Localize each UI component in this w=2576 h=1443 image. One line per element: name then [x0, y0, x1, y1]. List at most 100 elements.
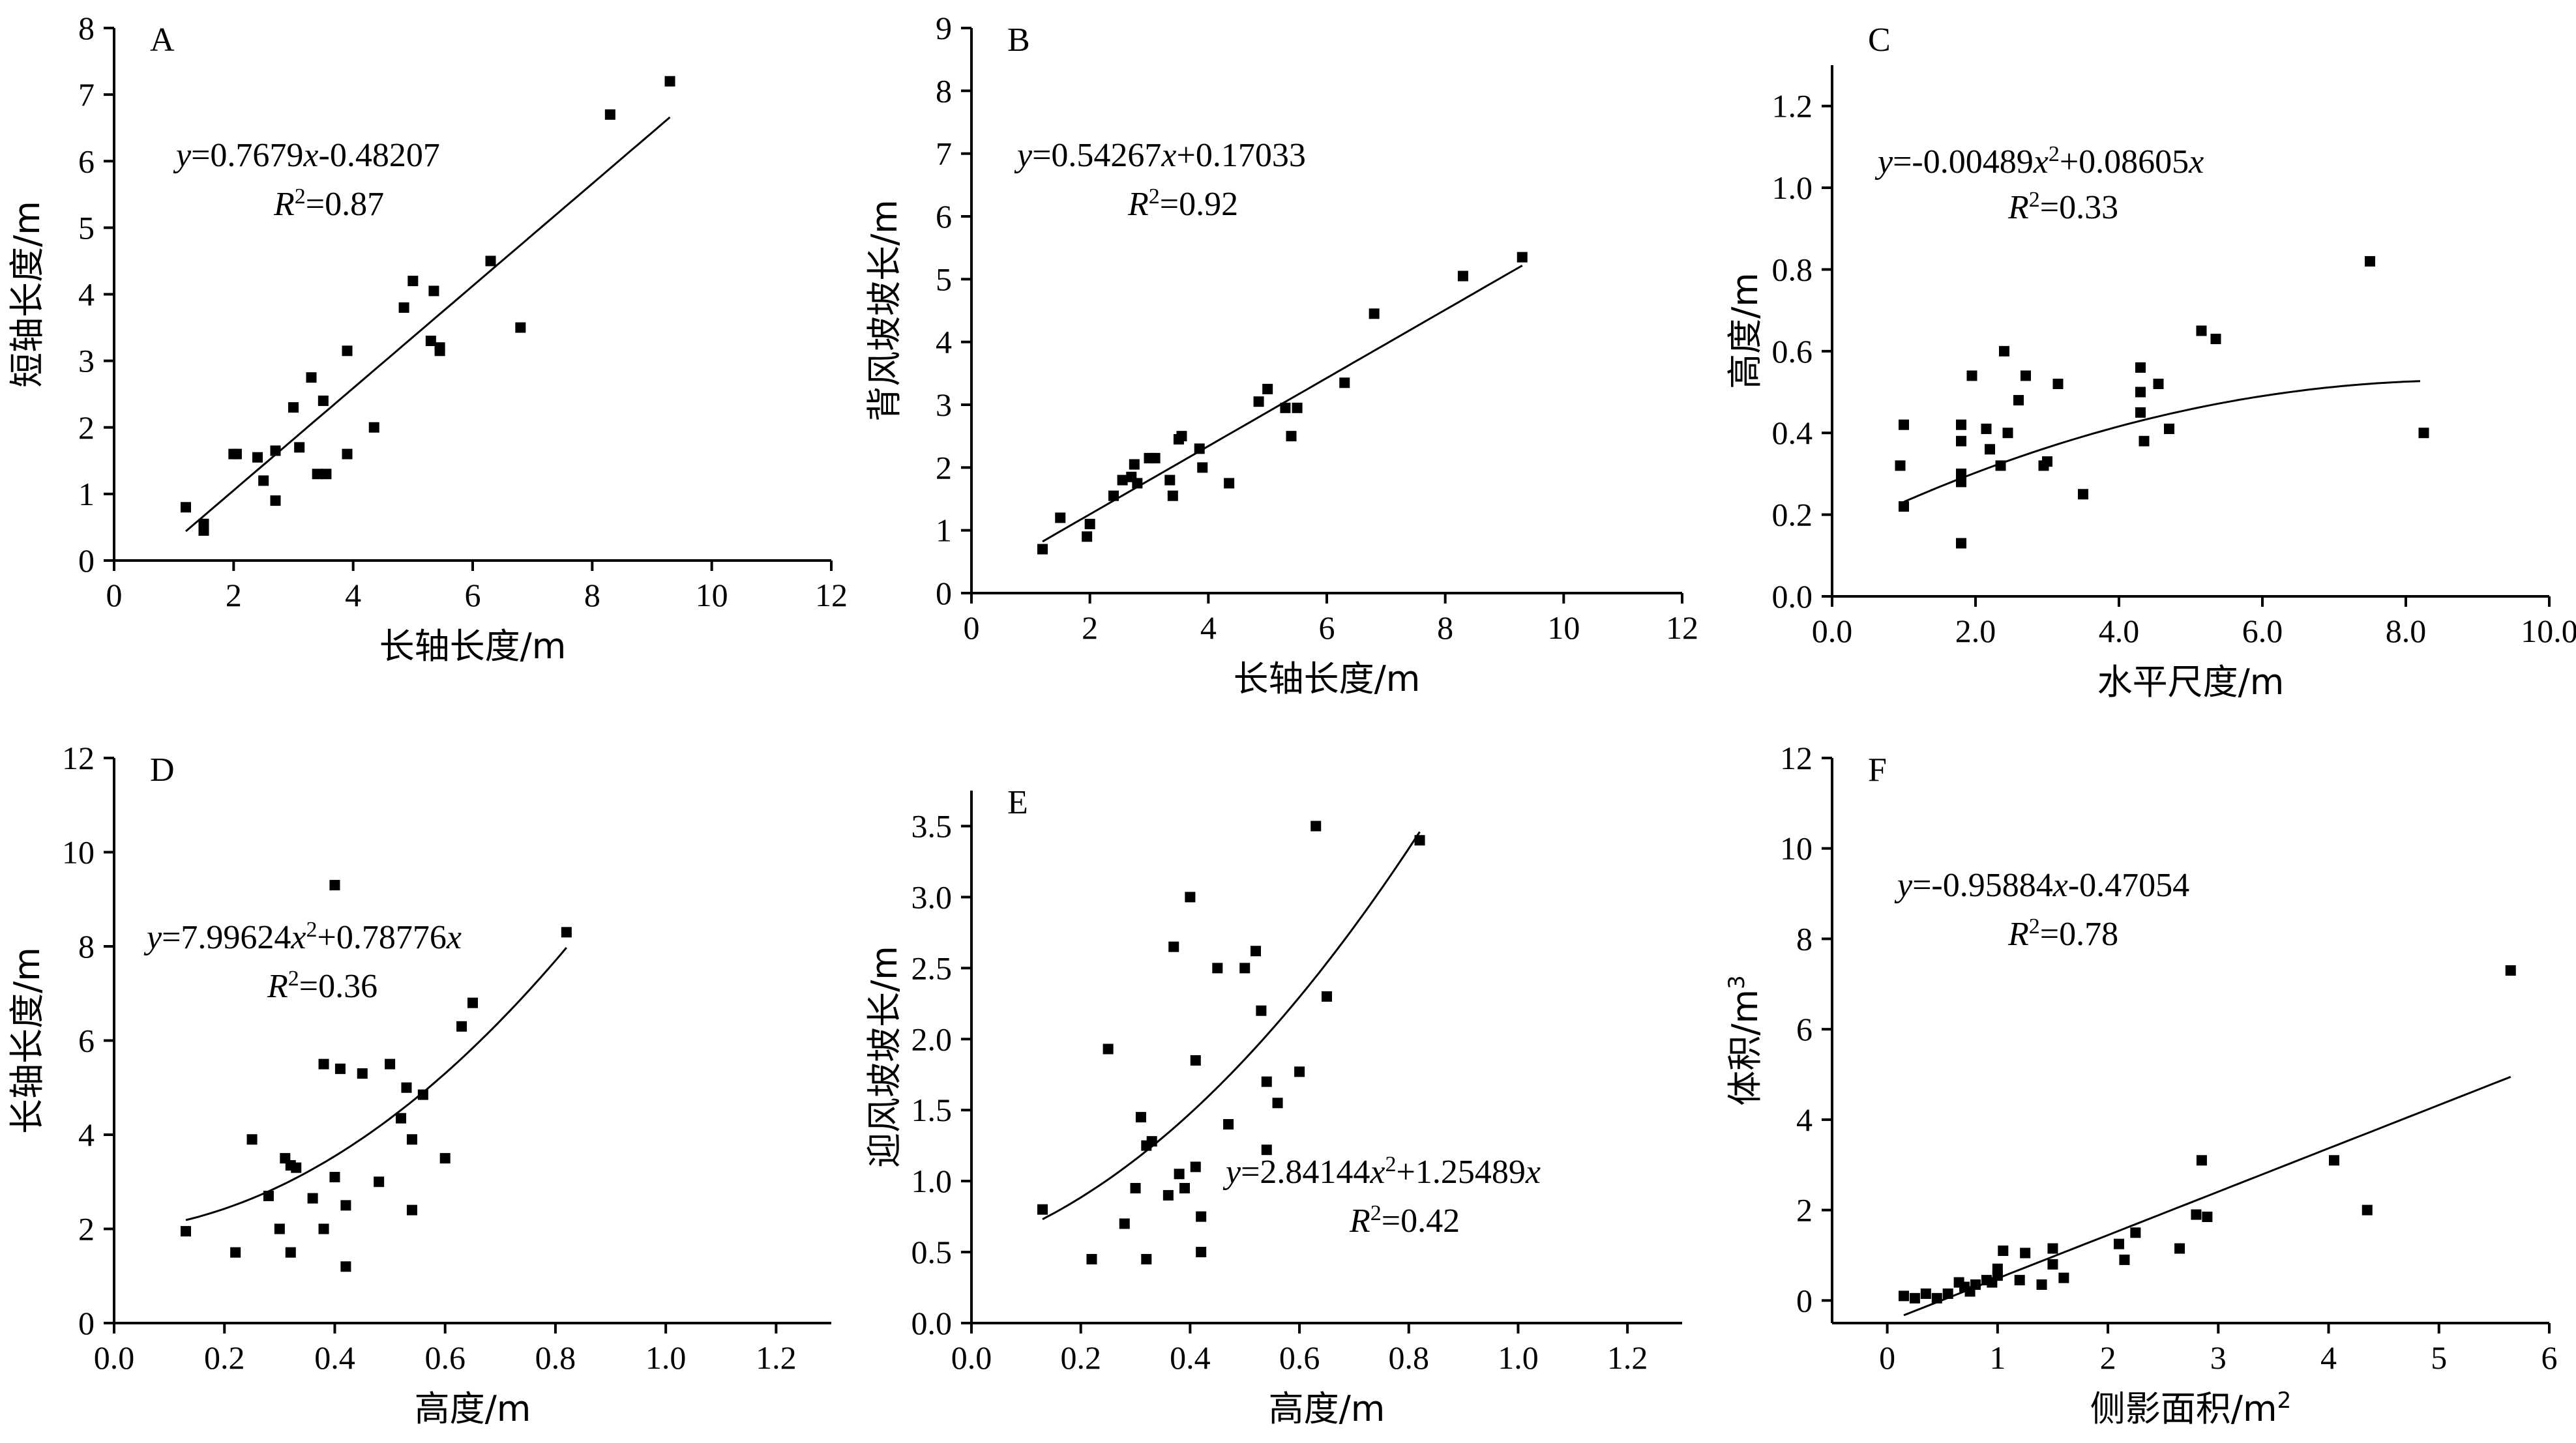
data-point — [515, 322, 526, 333]
equation-x-var: x — [1369, 1154, 1385, 1191]
r-squared-symbol: R — [2007, 189, 2029, 226]
x-tick-label: 4 — [1200, 609, 1217, 646]
y-tick-label: 10 — [62, 834, 95, 871]
data-point — [406, 1204, 417, 1216]
fit-line — [1042, 831, 1421, 1221]
x-tick-label: 0 — [964, 609, 980, 646]
r-squared: R2=0.78 — [2007, 914, 2118, 954]
data-point — [2191, 1209, 2202, 1220]
data-point — [1414, 835, 1425, 846]
data-point — [1141, 1253, 1152, 1264]
y-tick-label: 7 — [78, 76, 95, 113]
x-tick-label: 4 — [2320, 1339, 2337, 1376]
equation-term: -0.48207 — [319, 137, 440, 174]
data-point — [1167, 490, 1178, 501]
panel-F: 0 1 2 3 4 5 6024681012侧影面积/m2体积/m3Fy=-0.95884x… — [1724, 740, 2558, 1429]
y-tick-label: 5 — [78, 209, 95, 246]
data-point — [307, 1193, 318, 1204]
y-tick-label: 6 — [78, 143, 95, 179]
data-point — [407, 276, 419, 287]
equation-x-var: x — [1161, 137, 1176, 174]
fit-line — [1903, 1075, 2511, 1317]
equation-x-var: x — [2033, 143, 2049, 181]
data-point — [1292, 402, 1303, 413]
data-point — [1310, 821, 1322, 832]
data-point — [1895, 460, 1906, 471]
equation-x-var: x — [1525, 1154, 1541, 1191]
data-point — [2135, 407, 2146, 418]
data-point — [181, 1226, 191, 1237]
r-squared: R2=0.36 — [267, 967, 378, 1006]
equation-y-var: y — [1222, 1154, 1241, 1191]
panel-E: 0.0 0.2 0.4 0.6 0.8 1.0 1.2 0.0 0.5 1.0 1.5 2.0 2.5 3… — [864, 784, 1682, 1429]
data-point — [406, 1134, 417, 1145]
data-point — [1956, 419, 1966, 430]
equation-term: +0.78776 — [318, 919, 447, 956]
y-tick-label: 0 — [936, 575, 952, 611]
equation-x-var: x — [290, 919, 306, 956]
y-axis-title: 迎风坡坡长/m — [864, 946, 905, 1168]
y-tick-label: 0.0 — [911, 1305, 953, 1341]
data-point — [2078, 489, 2088, 500]
y-tick-label: 8 — [78, 928, 95, 965]
y-tick-label: 7 — [936, 136, 952, 172]
data-point — [2164, 423, 2174, 434]
y-tick-label: 3.5 — [911, 808, 953, 844]
r-squared-exponent: 2 — [2029, 188, 2040, 212]
equation-term: -0.47054 — [2068, 867, 2189, 904]
x-axis-title: 高度/m — [1269, 1388, 1385, 1429]
data-point — [398, 302, 409, 313]
data-point — [374, 1176, 385, 1188]
x-tick-label: 2 — [1082, 609, 1098, 646]
equation-exponent: 2 — [306, 918, 318, 942]
regression-equation: y=0.7679x-0.48207 — [173, 137, 440, 174]
data-point — [340, 1261, 351, 1272]
y-tick-label: 8 — [78, 10, 95, 46]
equation-term: +0.17033 — [1177, 137, 1306, 174]
data-point — [1931, 1292, 1942, 1304]
r-squared-value: =0.87 — [306, 186, 384, 223]
x-tick-label: 12 — [815, 577, 848, 613]
y-axis-title: 短轴长度/m — [7, 201, 48, 388]
data-point — [1086, 1253, 1097, 1264]
regression-equation: y=-0.95884x-0.47054 — [1894, 867, 2189, 904]
x-tick-label: 10 — [696, 577, 728, 613]
data-point — [342, 448, 353, 459]
data-point — [2047, 1243, 2058, 1254]
r-squared-value: =0.33 — [2040, 189, 2118, 226]
r-squared-value: =0.78 — [2040, 916, 2118, 953]
y-tick-label: 2 — [78, 1211, 95, 1247]
r-squared: R2=0.87 — [273, 184, 384, 224]
data-point — [1251, 946, 1261, 957]
x-tick-label: 4 — [345, 577, 361, 613]
panel-B: 0 2 4 6 8 10 120123456789长轴长度/m背风坡坡长/mBy=0.542… — [864, 10, 1698, 699]
data-point — [246, 1134, 258, 1145]
x-axis-title-text: 水平尺度/m — [2097, 662, 2285, 703]
data-point — [2013, 395, 2024, 406]
equation-exponent: 2 — [2049, 142, 2060, 166]
y-axis-title-text: 短轴长度/m — [7, 201, 48, 388]
data-point — [1261, 1076, 1272, 1087]
x-axis-title-text: 长轴长度/m — [1234, 658, 1421, 699]
equation-coefficient: =2.84144 — [1241, 1154, 1370, 1191]
data-point — [334, 1063, 346, 1074]
data-point — [2135, 386, 2146, 398]
data-point — [1130, 1183, 1141, 1194]
y-tick-label: 2 — [78, 409, 95, 446]
equation-y-var: y — [1894, 867, 1913, 904]
data-point — [1162, 1189, 1174, 1201]
data-point — [2021, 370, 2031, 381]
y-tick-label: 4 — [1796, 1101, 1813, 1138]
data-point — [1899, 501, 1909, 512]
y-tick-label: 1.5 — [911, 1092, 953, 1128]
data-point — [1117, 474, 1128, 486]
r-squared-value: =0.42 — [1382, 1202, 1460, 1240]
data-point — [1055, 512, 1066, 523]
data-point — [1261, 1144, 1272, 1156]
x-tick-label: 1.2 — [1607, 1339, 1648, 1376]
data-point — [321, 469, 332, 480]
regression-equation: y=0.54267x+0.17033 — [1014, 137, 1306, 174]
data-point — [340, 1200, 351, 1211]
x-tick-label: 8.0 — [2386, 613, 2427, 649]
equation-exponent: 2 — [1385, 1152, 1397, 1176]
